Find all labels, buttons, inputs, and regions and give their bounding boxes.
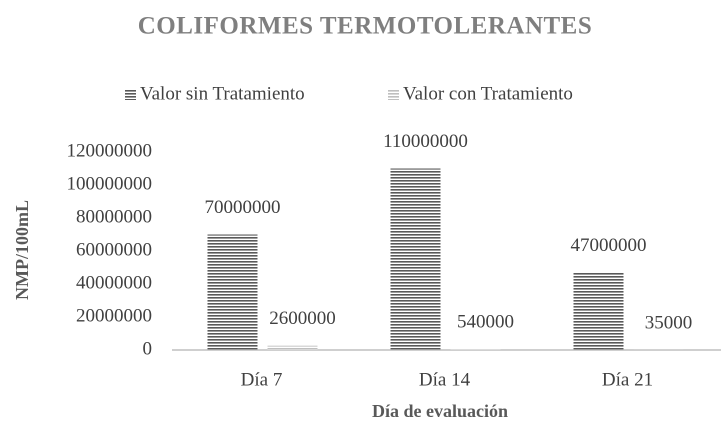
data-label: 70000000 — [205, 197, 281, 218]
y-tick-label: 40000000 — [76, 272, 152, 293]
y-tick-label: 20000000 — [76, 305, 152, 326]
y-tick-label: 0 — [143, 338, 153, 359]
legend-swatch — [388, 89, 399, 100]
bar — [450, 349, 501, 350]
y-tick-label: 100000000 — [67, 173, 153, 194]
x-tick-label: Día 7 — [241, 369, 283, 390]
bar — [390, 168, 441, 350]
y-axis-title: NMP/100mL — [12, 200, 32, 300]
legend-label: Valor con Tratamiento — [403, 83, 573, 104]
data-label: 2600000 — [269, 308, 336, 329]
bar — [207, 234, 258, 350]
y-tick-label: 60000000 — [76, 239, 152, 260]
chart-title: COLIFORMES TERMOTOLERANTES — [138, 13, 593, 40]
bar — [573, 272, 624, 350]
x-tick-label: Día 14 — [419, 369, 471, 390]
y-tick-label: 80000000 — [76, 206, 152, 227]
data-label: 540000 — [457, 311, 514, 332]
legend-label: Valor sin Tratamiento — [140, 83, 305, 104]
data-label: 35000 — [645, 312, 693, 333]
legend-swatch — [125, 89, 136, 100]
bar — [267, 345, 318, 350]
data-label: 110000000 — [383, 131, 468, 152]
data-label: 47000000 — [571, 235, 647, 256]
x-tick-label: Día 21 — [602, 369, 653, 390]
y-tick-label: 120000000 — [67, 140, 153, 161]
x-axis-title: Día de evaluación — [372, 401, 508, 421]
